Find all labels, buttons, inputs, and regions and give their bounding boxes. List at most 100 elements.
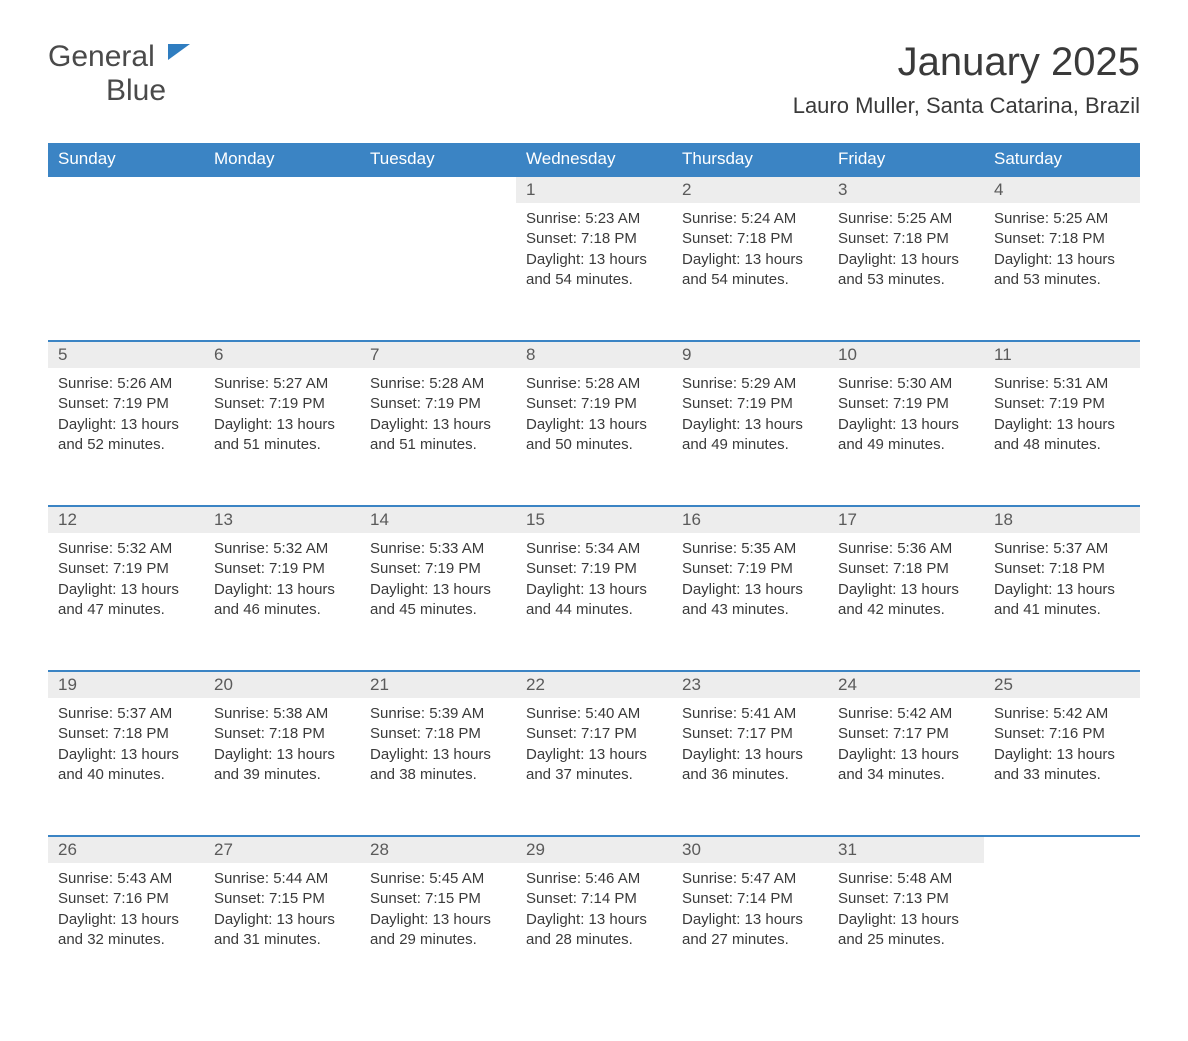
day-number: 5: [48, 341, 204, 368]
day-number: 7: [360, 341, 516, 368]
day-number: 8: [516, 341, 672, 368]
sunrise-line: Sunrise: 5:31 AM: [994, 375, 1108, 392]
day-details: Sunrise: 5:46 AMSunset: 7:14 PMDaylight:…: [516, 863, 672, 1001]
sunset-line: Sunset: 7:18 PM: [370, 725, 481, 742]
empty-cell: [204, 203, 360, 341]
page-title: January 2025: [793, 40, 1140, 85]
daylight-line: Daylight: 13 hours and 51 minutes.: [370, 416, 491, 453]
daylight-line: Daylight: 13 hours and 38 minutes.: [370, 746, 491, 783]
day-number: 20: [204, 671, 360, 698]
weekday-header-row: SundayMondayTuesdayWednesdayThursdayFrid…: [48, 143, 1140, 176]
daylight-line: Daylight: 13 hours and 53 minutes.: [994, 251, 1115, 288]
day-details: Sunrise: 5:45 AMSunset: 7:15 PMDaylight:…: [360, 863, 516, 1001]
day-details: Sunrise: 5:23 AMSunset: 7:18 PMDaylight:…: [516, 203, 672, 341]
daylight-line: Daylight: 13 hours and 53 minutes.: [838, 251, 959, 288]
daylight-line: Daylight: 13 hours and 48 minutes.: [994, 416, 1115, 453]
sunrise-line: Sunrise: 5:37 AM: [994, 540, 1108, 557]
sunrise-line: Sunrise: 5:26 AM: [58, 375, 172, 392]
day-number: 25: [984, 671, 1140, 698]
sunrise-line: Sunrise: 5:32 AM: [58, 540, 172, 557]
day-details: Sunrise: 5:43 AMSunset: 7:16 PMDaylight:…: [48, 863, 204, 1001]
sunset-line: Sunset: 7:18 PM: [994, 230, 1105, 247]
daylight-line: Daylight: 13 hours and 47 minutes.: [58, 581, 179, 618]
weekday-header: Sunday: [48, 143, 204, 176]
sunset-line: Sunset: 7:19 PM: [214, 560, 325, 577]
calendar-table: SundayMondayTuesdayWednesdayThursdayFrid…: [48, 143, 1140, 1001]
day-detail-row: Sunrise: 5:23 AM Sunset: 7:18 PM Daylight:…: [48, 203, 1140, 341]
empty-cell: [360, 203, 516, 341]
sunset-line: Sunset: 7:19 PM: [370, 395, 481, 412]
daylight-line: Daylight: 13 hours and 52 minutes.: [58, 416, 179, 453]
weekday-header: Friday: [828, 143, 984, 176]
daylight-line: Daylight: 13 hours and 37 minutes.: [526, 746, 647, 783]
day-details: Sunrise: 5:25 AMSunset: 7:18 PMDaylight:…: [828, 203, 984, 341]
day-details: Sunrise: 5:27 AMSunset: 7:19 PMDaylight:…: [204, 368, 360, 506]
day-number: 12: [48, 506, 204, 533]
daylight-line: Daylight: 13 hours and 32 minutes.: [58, 911, 179, 948]
daylight-line: Daylight: 13 hours and 42 minutes.: [838, 581, 959, 618]
day-number: 27: [204, 836, 360, 863]
sunset-line: Sunset: 7:17 PM: [838, 725, 949, 742]
day-number-row: 1234: [48, 176, 1140, 203]
sunrise-line: Sunrise: 5:32 AM: [214, 540, 328, 557]
sunrise-line: Sunrise: 5:40 AM: [526, 705, 640, 722]
day-details: Sunrise: 5:35 AMSunset: 7:19 PMDaylight:…: [672, 533, 828, 671]
day-details: Sunrise: 5:28 AM Sunset: 7:19 PM Daylight:…: [516, 368, 672, 506]
day-details: Sunrise: 5:28 AM Sunset: 7:19 PM Daylight:…: [360, 368, 516, 506]
sunset-line: Sunset: 7:14 PM: [526, 890, 637, 907]
sunrise-line: Sunrise: 5:28 AM: [526, 375, 640, 392]
day-detail-row: Sunrise: 5:43 AMSunset: 7:16 PMDaylight:…: [48, 863, 1140, 1001]
sunrise-line: Sunrise: 5:48 AM: [838, 870, 952, 887]
day-number: 14: [360, 506, 516, 533]
day-details: Sunrise: 5:48 AM Sunset: 7:13 PM Daylight:…: [828, 863, 984, 1001]
sunset-line: Sunset: 7:19 PM: [370, 560, 481, 577]
empty-cell: [984, 836, 1140, 863]
sunrise-line: Sunrise: 5:38 AM: [214, 705, 328, 722]
daylight-line: Daylight: 13 hours and 45 minutes.: [370, 581, 491, 618]
sunrise-line: Sunrise: 5:23 AM: [526, 210, 640, 227]
sunset-line: Sunset: 7:18 PM: [994, 560, 1105, 577]
sunrise-line: Sunrise: 5:42 AM: [838, 705, 952, 722]
daylight-line: Daylight: 13 hours and 44 minutes.: [526, 581, 647, 618]
daylight-line: Daylight: 13 hours and 39 minutes.: [214, 746, 335, 783]
sunrise-line: Sunrise: 5:37 AM: [58, 705, 172, 722]
sunrise-line: Sunrise: 5:41 AM: [682, 705, 796, 722]
day-number: 31: [828, 836, 984, 863]
daylight-line: Daylight: 13 hours and 41 minutes.: [994, 581, 1115, 618]
day-number: 1: [516, 176, 672, 203]
day-number: 18: [984, 506, 1140, 533]
weekday-header: Tuesday: [360, 143, 516, 176]
day-number: 22: [516, 671, 672, 698]
sunset-line: Sunset: 7:18 PM: [58, 725, 169, 742]
day-details: Sunrise: 5:26 AMSunset: 7:19 PMDaylight:…: [48, 368, 204, 506]
daylight-line: Daylight: 13 hours and 51 minutes.: [214, 416, 335, 453]
day-details: Sunrise: 5:39 AM Sunset: 7:18 PM Daylight:…: [360, 698, 516, 836]
day-details: Sunrise: 5:38 AMSunset: 7:18 PMDaylight:…: [204, 698, 360, 836]
sunrise-line: Sunrise: 5:28 AM: [370, 375, 484, 392]
daylight-line: Daylight: 13 hours and 46 minutes.: [214, 581, 335, 618]
sunrise-line: Sunrise: 5:39 AM: [370, 705, 484, 722]
sunrise-line: Sunrise: 5:29 AM: [682, 375, 796, 392]
sunset-line: Sunset: 7:18 PM: [838, 230, 949, 247]
day-number: 17: [828, 506, 984, 533]
day-details: Sunrise: 5:24 AMSunset: 7:18 PMDaylight:…: [672, 203, 828, 341]
day-number: 6: [204, 341, 360, 368]
day-number: 28: [360, 836, 516, 863]
day-details: Sunrise: 5:31 AM Sunset: 7:19 PM Daylight:…: [984, 368, 1140, 506]
day-number: 30: [672, 836, 828, 863]
sunset-line: Sunset: 7:19 PM: [526, 560, 637, 577]
daylight-line: Daylight: 13 hours and 50 minutes.: [526, 416, 647, 453]
sunrise-line: Sunrise: 5:45 AM: [370, 870, 484, 887]
sunset-line: Sunset: 7:19 PM: [994, 395, 1105, 412]
sunset-line: Sunset: 7:19 PM: [214, 395, 325, 412]
daylight-line: Daylight: 13 hours and 49 minutes.: [838, 416, 959, 453]
sunset-line: Sunset: 7:19 PM: [526, 395, 637, 412]
sunrise-line: Sunrise: 5:34 AM: [526, 540, 640, 557]
daylight-line: Daylight: 13 hours and 54 minutes.: [682, 251, 803, 288]
day-number: 9: [672, 341, 828, 368]
daylight-line: Daylight: 13 hours and 25 minutes.: [838, 911, 959, 948]
sunset-line: Sunset: 7:14 PM: [682, 890, 793, 907]
sunset-line: Sunset: 7:18 PM: [838, 560, 949, 577]
day-detail-row: Sunrise: 5:32 AM Sunset: 7:19 PM Daylight:…: [48, 533, 1140, 671]
sunset-line: Sunset: 7:13 PM: [838, 890, 949, 907]
